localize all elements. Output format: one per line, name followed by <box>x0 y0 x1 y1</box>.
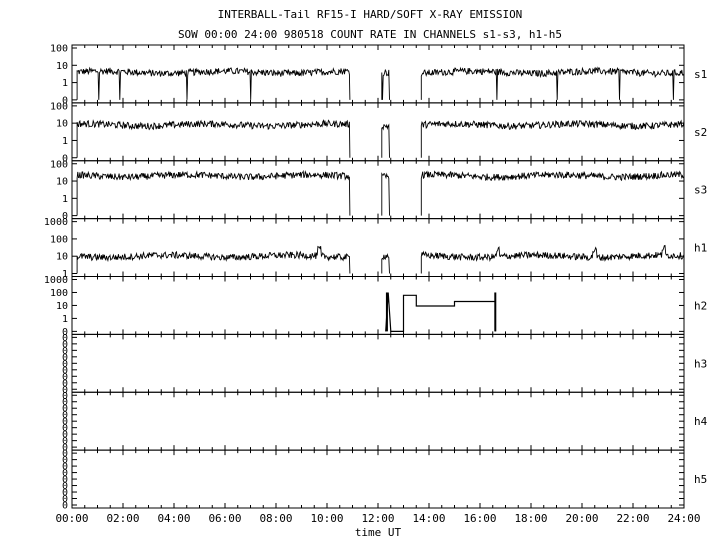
y-tick-label-h1: 10 <box>56 252 68 263</box>
x-tick-label: 14:00 <box>412 512 445 525</box>
x-tick-label: 20:00 <box>565 512 598 525</box>
y-tick-label-h5: 0 <box>62 488 68 499</box>
y-tick-label-s2: 10 <box>56 119 68 130</box>
panel-label-h4: h4 <box>694 415 708 428</box>
y-tick-label-h2: 100 <box>50 288 68 299</box>
panel-label-h5: h5 <box>694 473 707 486</box>
y-tick-label-s1: 100 <box>50 44 68 55</box>
panel-label-h1: h1 <box>694 242 707 255</box>
y-tick-label-h3: 0 <box>62 365 68 376</box>
series-line-h1 <box>420 244 685 274</box>
chart-subtitle: SOW 00:00 24:00 980518 COUNT RATE IN CHA… <box>177 28 563 41</box>
x-tick-label: 04:00 <box>157 512 190 525</box>
series-line-s1 <box>420 66 685 100</box>
panel-label-s2: s2 <box>694 126 707 139</box>
panel-frame-h1 <box>71 218 685 277</box>
y-tick-label-h4: 0 <box>62 404 68 415</box>
y-tick-label-s2: 100 <box>50 101 68 112</box>
y-tick-label-h3: 0 <box>62 346 68 357</box>
x-tick-label: 06:00 <box>208 512 241 525</box>
y-tick-label-h1: 1000 <box>44 217 68 228</box>
panel-frame-h4 <box>71 391 685 451</box>
y-tick-label-h2: 0 <box>62 327 68 338</box>
y-tick-label-h5: 0 <box>62 462 68 473</box>
x-tick-label: 08:00 <box>259 512 292 525</box>
series-line-s2 <box>76 119 351 158</box>
panel-label-s3: s3 <box>694 184 707 197</box>
panel-frame-h5 <box>71 449 685 509</box>
y-tick-label-s3: 0 <box>62 211 68 222</box>
y-tick-label-h4: 0 <box>62 397 68 408</box>
y-tick-label-h4: 0 <box>62 410 68 421</box>
series-line-h1 <box>76 245 351 274</box>
y-tick-label-h2: 1 <box>62 314 68 325</box>
panel-frame-s2 <box>71 102 685 162</box>
y-tick-label-h5: 0 <box>62 494 68 505</box>
series-line-s2 <box>420 119 685 158</box>
series-line-s1 <box>76 66 351 100</box>
y-tick-label-h3: 0 <box>62 339 68 350</box>
y-tick-label-h2: 10 <box>56 301 68 312</box>
y-tick-label-h3: 0 <box>62 359 68 370</box>
x-axis-label: time UT <box>355 526 402 539</box>
y-tick-label-h4: 0 <box>62 430 68 441</box>
y-tick-label-h4: 0 <box>62 423 68 434</box>
series-line-s3 <box>381 172 390 216</box>
y-tick-label-h4: 0 <box>62 417 68 428</box>
y-tick-label-h5: 0 <box>62 475 68 486</box>
series-line-h2 <box>385 292 496 332</box>
chart-title: INTERBALL-Tail RF15-I HARD/SOFT X-RAY EM… <box>217 8 523 21</box>
panel-frame-s3 <box>71 160 685 220</box>
x-tick-label: 22:00 <box>616 512 649 525</box>
y-tick-label-s3: 100 <box>50 159 68 170</box>
y-tick-label-h2: 1000 <box>44 275 68 286</box>
y-tick-label-h4: 0 <box>62 436 68 447</box>
y-tick-label-h5: 0 <box>62 455 68 466</box>
x-tick-label: 10:00 <box>310 512 343 525</box>
y-tick-label-h1: 100 <box>50 234 68 245</box>
y-tick-label-h4: 0 <box>62 391 68 402</box>
y-tick-label-h5: 0 <box>62 481 68 492</box>
y-tick-label-s1: 1 <box>62 78 68 89</box>
y-tick-label-h3: 0 <box>62 378 68 389</box>
x-tick-label: 00:00 <box>55 512 88 525</box>
y-tick-label-h4: 0 <box>62 443 68 454</box>
series-line-s3 <box>420 170 685 216</box>
panel-label-s1: s1 <box>694 68 707 81</box>
panel-frame-h2 <box>71 276 685 335</box>
y-tick-label-h5: 0 <box>62 449 68 460</box>
series-line-s3 <box>76 169 351 216</box>
x-tick-label: 02:00 <box>106 512 139 525</box>
y-tick-label-s2: 1 <box>62 136 68 147</box>
y-tick-label-s1: 0 <box>62 95 68 106</box>
y-tick-label-s2: 0 <box>62 153 68 164</box>
y-tick-label-h5: 0 <box>62 468 68 479</box>
panel-label-h3: h3 <box>694 357 707 370</box>
y-tick-label-s1: 10 <box>56 61 68 72</box>
x-tick-label: 18:00 <box>514 512 547 525</box>
y-tick-label-s3: 1 <box>62 194 68 205</box>
panel-frame-h3 <box>71 333 685 393</box>
y-tick-label-h3: 0 <box>62 352 68 363</box>
series-line-s1 <box>381 68 390 100</box>
y-tick-label-h5: 0 <box>62 501 68 512</box>
x-tick-label: 12:00 <box>361 512 394 525</box>
y-tick-label-h3: 0 <box>62 372 68 383</box>
x-tick-label: 24:00 <box>667 512 700 525</box>
y-tick-label-h1: 1 <box>62 269 68 280</box>
series-line-h1 <box>381 253 390 274</box>
series-line-s2 <box>381 123 390 158</box>
y-tick-label-h3: 0 <box>62 333 68 344</box>
y-tick-label-h3: 0 <box>62 385 68 396</box>
x-tick-label: 16:00 <box>463 512 496 525</box>
y-tick-label-s3: 10 <box>56 177 68 188</box>
panel-label-h2: h2 <box>694 299 707 312</box>
